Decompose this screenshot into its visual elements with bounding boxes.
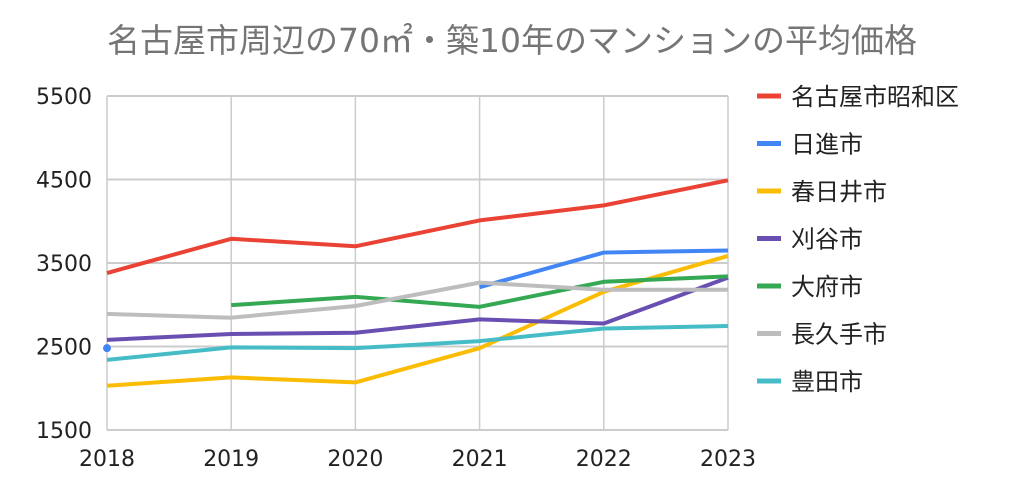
- legend-label: 名古屋市昭和区: [791, 83, 959, 111]
- chart-title: 名古屋市周辺の70㎡・築10年のマンションの平均価格: [107, 21, 917, 60]
- series-line: [479, 248, 729, 290]
- y-tick-label: 5500: [36, 85, 92, 110]
- legend-label: 豊田市: [791, 368, 863, 396]
- y-tick-label: 4500: [36, 169, 92, 194]
- x-tick-label: 2019: [203, 447, 259, 472]
- x-tick-label: 2023: [700, 447, 756, 472]
- y-tick-label: 2500: [36, 336, 92, 361]
- series-line: [106, 178, 729, 275]
- series-line: [106, 324, 729, 362]
- legend-label: 春日井市: [791, 178, 887, 206]
- y-tick-label: 1500: [36, 419, 92, 444]
- legend-label: 長久手市: [791, 321, 887, 349]
- x-tick-label: 2018: [79, 447, 135, 472]
- legend-label: 刈谷市: [791, 226, 863, 254]
- series-line: [106, 280, 728, 320]
- x-tick-label: 2021: [452, 447, 508, 472]
- legend-label: 大府市: [791, 273, 863, 301]
- x-tick-label: 2022: [576, 447, 632, 472]
- series-line: [231, 274, 729, 309]
- series-line: [106, 253, 729, 388]
- legend-label: 日進市: [791, 131, 863, 159]
- y-tick-label: 3500: [36, 252, 92, 277]
- series-line: [106, 275, 729, 342]
- x-tick-label: 2020: [327, 447, 383, 472]
- data-point: [103, 344, 111, 353]
